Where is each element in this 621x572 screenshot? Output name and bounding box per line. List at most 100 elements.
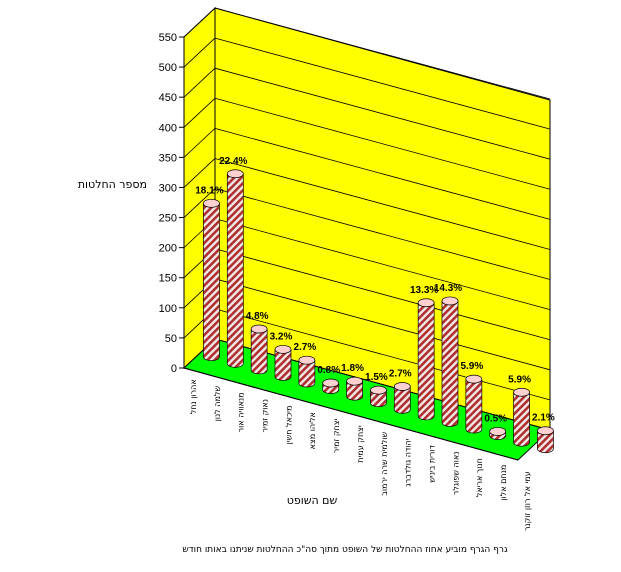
- category-label: מנאוויה אור: [237, 392, 246, 432]
- bar: [250, 324, 268, 375]
- percent-label: 2.7%: [389, 368, 412, 379]
- category-label: דורית ביניש: [428, 444, 437, 482]
- bar: [441, 296, 459, 427]
- bar-top: [513, 387, 530, 397]
- gridline-side: [183, 67, 216, 98]
- gridline-back: [214, 278, 551, 371]
- bar-top: [417, 298, 435, 308]
- bar-top: [489, 427, 507, 436]
- bar: [226, 169, 244, 368]
- percent-label: 2.7%: [293, 342, 316, 353]
- bar: [203, 198, 220, 362]
- bars: [203, 169, 554, 454]
- bar-body: [226, 173, 244, 368]
- bar: [417, 298, 435, 421]
- gridline-side: [183, 158, 216, 188]
- bar-body: [417, 302, 435, 421]
- bar-top: [465, 374, 483, 384]
- bar-body: [441, 300, 459, 427]
- bar: [465, 374, 483, 434]
- y-tick-label: 550: [159, 32, 177, 44]
- gridline-back: [214, 308, 551, 401]
- bar: [370, 385, 387, 408]
- percent-label: 1.5%: [365, 372, 388, 383]
- y-tick-label: 500: [159, 62, 177, 74]
- bar-top: [274, 345, 292, 354]
- category-label: יצחק עמית: [356, 425, 365, 463]
- y-tick-label: 400: [159, 122, 177, 134]
- gridline-back: [214, 67, 551, 160]
- percent-label: 4.8%: [246, 311, 269, 322]
- y-tick-label: 0: [171, 363, 177, 375]
- bar-body: [274, 349, 292, 381]
- percent-label: 18.1%: [195, 185, 223, 196]
- bar: [513, 387, 530, 447]
- y-tick-label: 350: [159, 152, 177, 164]
- category-label: אהרון נחל: [189, 379, 198, 414]
- percent-label: 0.8%: [317, 365, 340, 376]
- percent-label: 5.9%: [508, 374, 531, 385]
- percent-label: 22.4%: [219, 156, 247, 167]
- bar-body: [465, 379, 483, 434]
- y-tick-label: 150: [159, 273, 177, 285]
- gridline-back: [214, 188, 551, 280]
- percent-label: 1.8%: [341, 363, 364, 374]
- gridlines: [183, 7, 551, 431]
- bar: [489, 427, 507, 440]
- category-label: עמי אל רוזן זוקנר: [523, 471, 532, 531]
- bar: [393, 382, 411, 414]
- bar-top: [322, 378, 340, 388]
- percent-label: 3.2%: [270, 331, 293, 342]
- percent-label: 14.3%: [434, 283, 462, 294]
- y-axis-title: מספר החלטות: [78, 178, 147, 191]
- bar-body: [250, 328, 268, 375]
- bar-body: [203, 203, 220, 362]
- percent-labels: 18.1%22.4%4.8%3.2%2.7%0.8% 1.8%1.5% 2.7%13…: [195, 156, 555, 425]
- category-label: אליהו מצא: [308, 412, 317, 449]
- y-tick-label: 100: [159, 303, 177, 315]
- gridline-side: [183, 97, 216, 128]
- category-label: מיכאל חשין: [284, 406, 293, 445]
- category-label: שלמה לנון: [213, 386, 222, 422]
- gridline-back: [214, 338, 551, 431]
- gridline-back: [214, 7, 551, 100]
- y-tick-label: 50: [165, 333, 177, 345]
- percent-label: 13.3%: [410, 285, 438, 296]
- bar-body: [513, 392, 530, 447]
- gridline-side: [183, 128, 216, 158]
- gridline-back: [214, 218, 551, 311]
- gridline-back: [214, 97, 551, 190]
- bar: [298, 355, 316, 388]
- bar-top: [203, 198, 220, 208]
- gridline-back: [214, 127, 551, 220]
- category-label: מנחם אלון: [499, 465, 508, 501]
- gridline-side: [183, 37, 216, 68]
- bar-top: [226, 169, 244, 179]
- percent-label: 0.5%: [484, 413, 507, 424]
- percent-label: 5.9%: [460, 361, 483, 372]
- bar: [346, 376, 363, 401]
- bar: [274, 345, 292, 381]
- x-axis-title: שם השופט: [287, 494, 338, 507]
- category-label: יהודה גולדברג: [404, 438, 413, 486]
- gridline-back: [214, 158, 551, 250]
- bar-top: [298, 355, 316, 365]
- x-axis-line: [183, 367, 519, 461]
- gridline-side: [183, 188, 216, 218]
- category-label: נאוה שפוגלר: [451, 452, 460, 496]
- chart-caption: גרף הגרף מוביע אחוז ההחלטות של השופט מתו…: [182, 545, 508, 555]
- bar-top: [370, 385, 387, 395]
- bar: [322, 378, 340, 394]
- bar: [537, 426, 554, 454]
- category-label: נאוק זמיר: [261, 399, 270, 432]
- y-tick-label: 450: [159, 92, 177, 104]
- y-tick-label: 300: [159, 182, 177, 194]
- category-labels: אהרון נחל שלמה לנון מנאוויה אור נאוק זמיר מי…: [189, 379, 532, 531]
- bar-top: [441, 296, 459, 306]
- category-label: שולמית שרה ירמוב: [380, 432, 389, 496]
- percent-label: 2.1%: [532, 413, 555, 424]
- gridline-back: [214, 37, 551, 130]
- y-tick-label: 250: [159, 213, 177, 225]
- gridline-side: [183, 7, 216, 38]
